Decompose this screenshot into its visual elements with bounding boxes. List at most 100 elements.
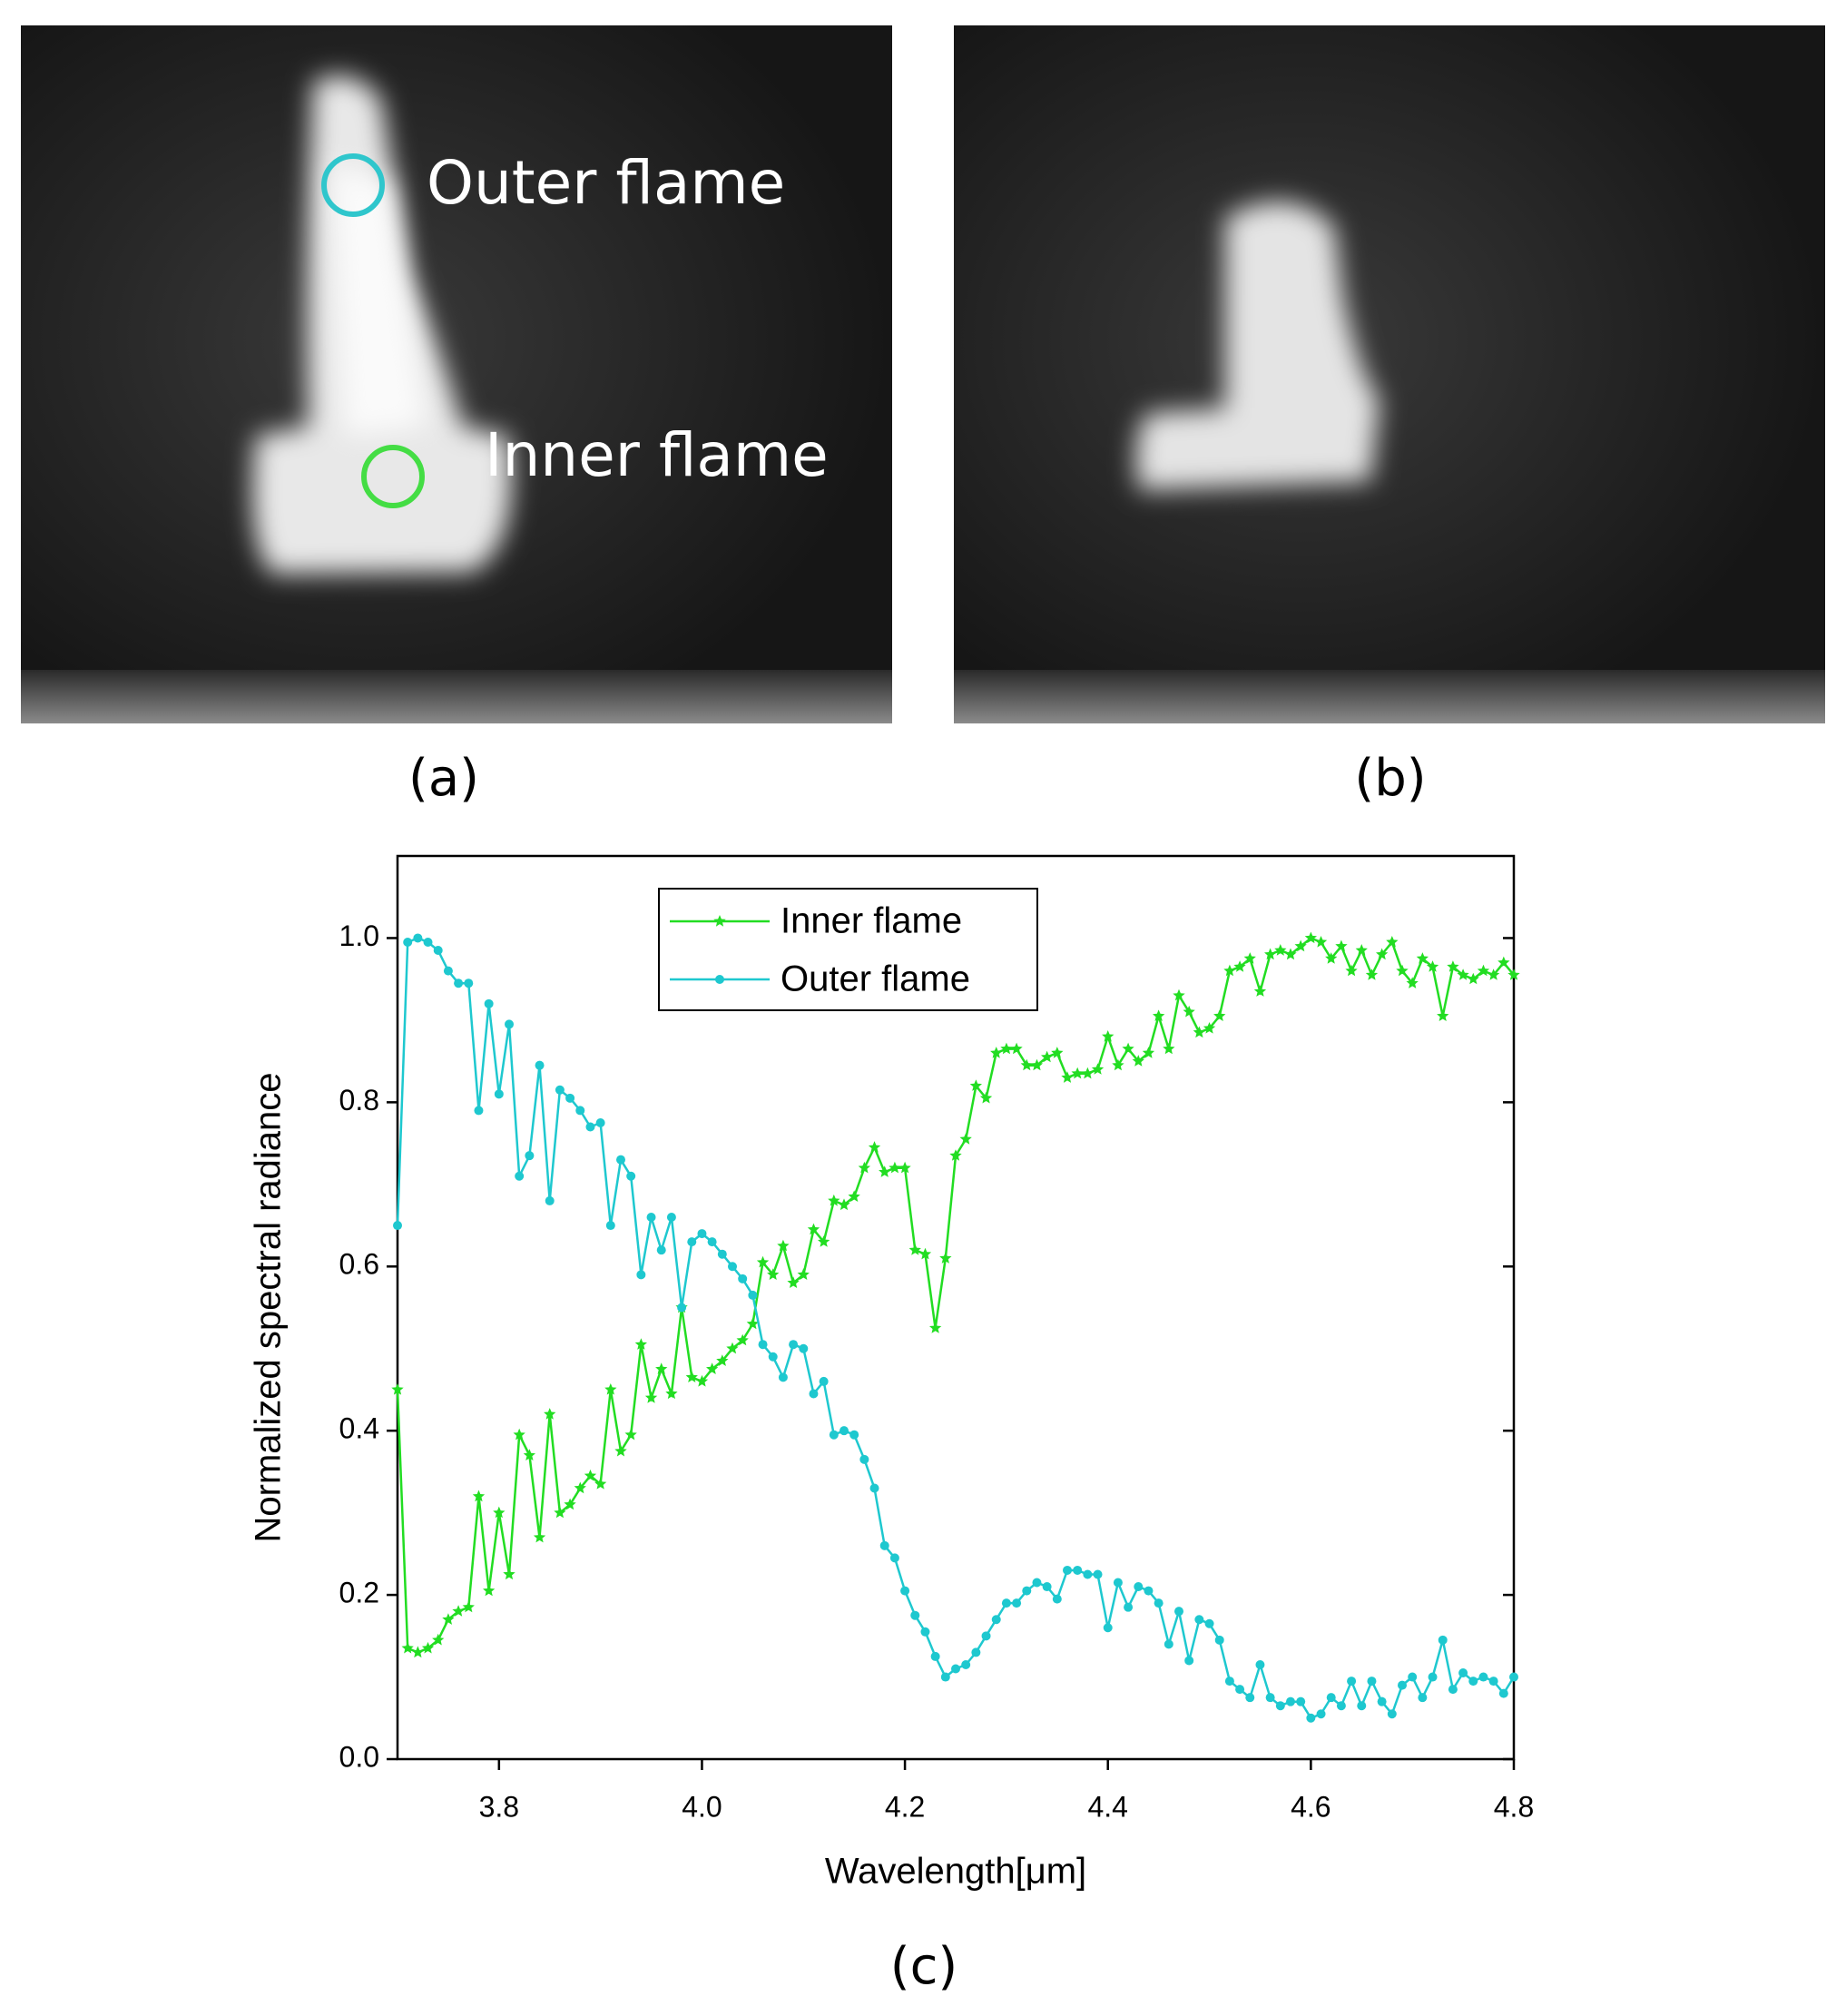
x-tick-label: 4.2: [885, 1790, 925, 1823]
marker: [858, 1161, 870, 1174]
marker: [604, 1383, 617, 1395]
marker: [462, 1600, 475, 1613]
marker: [393, 1221, 402, 1231]
marker: [1335, 939, 1348, 952]
marker: [726, 1342, 739, 1354]
marker: [717, 1249, 727, 1259]
y-tick-label: 1.0: [339, 919, 379, 952]
marker: [908, 1244, 921, 1255]
marker: [929, 1322, 942, 1333]
marker: [1243, 952, 1256, 964]
marker: [1488, 969, 1500, 980]
marker: [1345, 964, 1358, 977]
marker: [1000, 1042, 1013, 1055]
marker: [513, 1428, 525, 1441]
marker: [1235, 1685, 1245, 1695]
marker: [401, 1641, 414, 1654]
marker: [656, 1245, 666, 1255]
marker: [1306, 1713, 1316, 1723]
marker: [624, 1428, 637, 1441]
marker: [655, 1362, 668, 1374]
y-axis-label: Normalized spectral radiance: [249, 1072, 289, 1542]
marker: [1153, 1009, 1165, 1021]
marker: [898, 1161, 911, 1174]
marker: [1032, 1578, 1042, 1588]
marker: [778, 1372, 788, 1382]
marker: [1316, 1709, 1326, 1719]
marker: [1336, 1701, 1346, 1711]
marker: [1255, 1659, 1265, 1669]
panel-label: (b): [1354, 749, 1426, 808]
marker: [687, 1237, 697, 1247]
marker: [1418, 1693, 1428, 1703]
marker: [758, 1340, 768, 1350]
x-tick-label: 4.6: [1291, 1790, 1330, 1823]
marker: [554, 1506, 566, 1519]
marker: [1406, 977, 1419, 988]
marker: [1163, 1042, 1175, 1055]
plot-frame: [396, 854, 1516, 1761]
marker: [1193, 1026, 1205, 1038]
marker: [961, 1659, 971, 1669]
marker: [1355, 944, 1368, 956]
marker: [818, 1235, 830, 1247]
marker: [1112, 1058, 1124, 1071]
marker: [1063, 1565, 1072, 1575]
marker: [756, 1255, 770, 1268]
marker: [1083, 1569, 1093, 1579]
marker: [574, 1481, 586, 1494]
x-tick-label: 4.8: [1494, 1790, 1534, 1823]
marker: [1073, 1565, 1083, 1575]
marker: [432, 1633, 445, 1646]
marker: [859, 1454, 869, 1464]
marker: [1509, 1672, 1518, 1682]
marker: [584, 1469, 597, 1481]
marker: [990, 1047, 1003, 1058]
marker: [1154, 1598, 1164, 1608]
marker: [707, 1237, 717, 1247]
marker: [787, 1276, 800, 1288]
y-tick-label: 0.8: [339, 1084, 379, 1116]
marker: [807, 1223, 820, 1235]
marker: [1223, 964, 1236, 977]
marker: [738, 1274, 748, 1283]
marker: [646, 1213, 656, 1222]
marker: [1265, 1693, 1275, 1703]
marker: [605, 1221, 615, 1231]
marker: [1224, 1677, 1234, 1687]
marker: [452, 1605, 465, 1617]
marker: [595, 1117, 605, 1127]
marker: [1061, 1071, 1074, 1083]
marker: [616, 1155, 625, 1165]
marker: [1398, 1680, 1407, 1690]
marker: [1448, 1685, 1458, 1695]
marker: [594, 1478, 607, 1490]
marker: [981, 1631, 991, 1641]
marker: [716, 1354, 729, 1366]
marker: [564, 1498, 576, 1510]
marker: [1124, 1602, 1134, 1612]
marker: [472, 1490, 486, 1502]
marker: [1010, 1042, 1023, 1055]
marker: [879, 1540, 889, 1550]
marker: [636, 1270, 646, 1280]
legend: Inner flame Outer flame: [658, 888, 1038, 1011]
marker: [1001, 1598, 1011, 1608]
marker: [746, 1317, 759, 1330]
marker: [1134, 1582, 1144, 1592]
marker: [1376, 948, 1389, 960]
marker: [494, 1089, 504, 1099]
marker: [665, 1387, 678, 1400]
annotation: Inner flame: [485, 420, 829, 490]
panel-label: (a): [408, 749, 479, 808]
marker: [1478, 1672, 1488, 1682]
marker: [889, 1553, 899, 1563]
marker: [1416, 952, 1429, 964]
marker: [1377, 1696, 1387, 1706]
marker: [454, 978, 464, 988]
legend-label: Outer flame: [781, 959, 970, 999]
marker: [685, 1371, 698, 1382]
marker: [1488, 1677, 1498, 1687]
marker: [829, 1430, 839, 1440]
marker: [391, 1383, 404, 1395]
